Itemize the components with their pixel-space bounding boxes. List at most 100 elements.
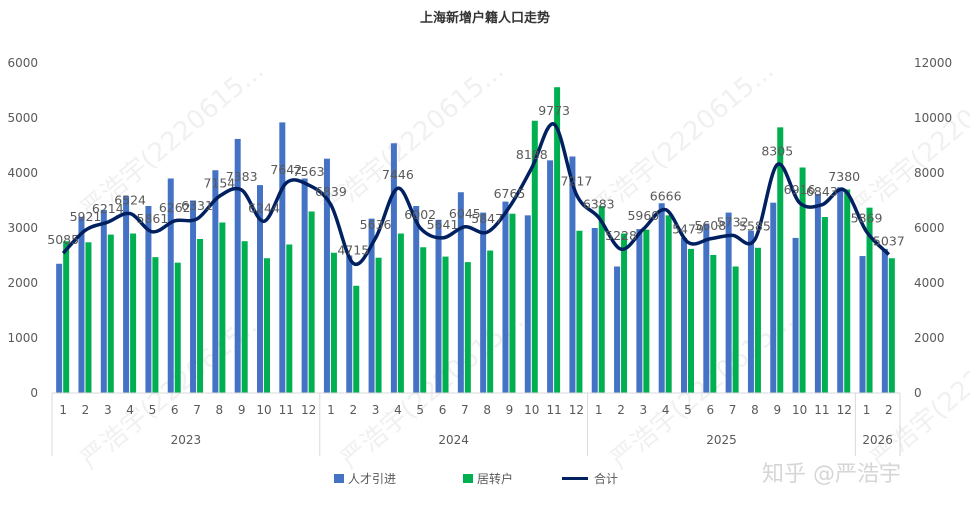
bar-residence-transfer xyxy=(197,239,204,393)
x-tick-label: 6 xyxy=(706,403,714,417)
total-data-label: 6331 xyxy=(181,198,213,213)
x-tick-label: 3 xyxy=(640,403,648,417)
bar-residence-transfer xyxy=(353,285,360,393)
watermark-text: 严浩宇(2220615... xyxy=(335,305,530,475)
x-tick-label: 9 xyxy=(506,403,514,417)
total-data-label: 5608 xyxy=(694,218,726,233)
x-tick-label: 1 xyxy=(595,403,603,417)
bar-talent xyxy=(167,178,174,393)
bar-talent xyxy=(480,212,487,393)
total-data-label: 7642 xyxy=(270,162,302,177)
y-right-tick-label: 0 xyxy=(914,386,922,400)
bar-talent xyxy=(681,237,687,393)
y-right-tick-label: 2000 xyxy=(914,331,945,345)
x-tick-label: 10 xyxy=(524,403,539,417)
bar-residence-transfer xyxy=(598,206,605,393)
legend-label: 居转户 xyxy=(477,471,513,486)
y-left-tick-label: 4000 xyxy=(7,166,38,180)
y-right-tick-label: 12000 xyxy=(914,56,952,70)
total-data-label: 7446 xyxy=(382,167,414,182)
watermark-text: 严浩宇(2220615... xyxy=(845,55,970,225)
total-data-label: 5636 xyxy=(360,217,392,232)
x-tick-label: 8 xyxy=(483,403,491,417)
bar-residence-transfer xyxy=(821,217,828,393)
total-data-label: 9773 xyxy=(538,103,570,118)
bar-residence-transfer xyxy=(888,258,895,393)
x-tick-label: 8 xyxy=(751,403,759,417)
bar-talent xyxy=(814,193,821,393)
bar-talent xyxy=(837,187,844,393)
total-data-label: 5085 xyxy=(47,232,79,247)
x-tick-label: 2 xyxy=(885,403,893,417)
bar-talent xyxy=(56,263,63,393)
total-data-label: 6244 xyxy=(248,200,280,215)
bar-residence-transfer xyxy=(107,234,114,393)
legend-label: 人才引进 xyxy=(348,472,396,486)
x-tick-label: 5 xyxy=(416,403,424,417)
total-data-label: 6843 xyxy=(806,184,838,199)
x-tick-label: 12 xyxy=(301,403,316,417)
x-tick-label: 2 xyxy=(82,403,90,417)
x-tick-label: 11 xyxy=(814,403,829,417)
total-data-label: 5847 xyxy=(471,211,503,226)
total-data-label: 6765 xyxy=(494,186,526,201)
x-tick-label: 9 xyxy=(773,403,781,417)
y-left-tick-label: 6000 xyxy=(7,56,38,70)
bar-residence-transfer xyxy=(264,258,270,393)
x-group-label: 2025 xyxy=(706,433,737,447)
x-tick-label: 2 xyxy=(349,403,357,417)
bar-talent xyxy=(636,229,643,393)
bar-talent xyxy=(145,206,152,393)
bar-talent xyxy=(569,156,576,393)
bar-talent xyxy=(457,192,464,393)
total-data-label: 8305 xyxy=(761,144,793,159)
x-tick-label: 1 xyxy=(863,403,871,417)
legend: 人才引进 居转户 合计 xyxy=(334,471,618,486)
bar-talent xyxy=(658,203,665,393)
x-tick-label: 5 xyxy=(149,403,157,417)
bar-talent xyxy=(301,178,308,393)
x-tick-label: 11 xyxy=(546,403,561,417)
bar-talent xyxy=(614,266,621,393)
bar-residence-transfer xyxy=(866,207,873,393)
x-tick-label: 3 xyxy=(372,403,380,417)
bar-residence-transfer xyxy=(85,242,92,393)
bar-residence-transfer xyxy=(286,244,293,393)
y-left-tick-label: 2000 xyxy=(7,276,38,290)
total-data-label: 6524 xyxy=(114,193,146,208)
bar-residence-transfer xyxy=(442,256,449,393)
x-tick-label: 7 xyxy=(461,403,469,417)
bar-talent xyxy=(703,223,710,393)
bar-talent xyxy=(881,248,888,393)
x-tick-label: 12 xyxy=(837,403,852,417)
watermark-brand: 知乎 @严浩宇 xyxy=(762,462,901,487)
x-tick-label: 1 xyxy=(327,403,335,417)
bar-talent xyxy=(792,237,799,393)
bar-talent xyxy=(747,230,754,393)
x-tick-label: 5 xyxy=(684,403,692,417)
y-left-tick-label: 3000 xyxy=(7,221,38,235)
bar-residence-transfer xyxy=(777,127,784,393)
total-data-label: 7217 xyxy=(561,174,593,189)
total-data-label: 6916 xyxy=(784,182,816,197)
bar-talent xyxy=(190,200,197,393)
y-right-tick-label: 8000 xyxy=(914,166,945,180)
x-tick-label: 12 xyxy=(569,403,584,417)
bar-residence-transfer xyxy=(754,247,761,393)
bar-residence-transfer xyxy=(487,250,494,393)
total-data-label: 7383 xyxy=(226,169,258,184)
line-series xyxy=(61,122,891,267)
y-left-tick-label: 0 xyxy=(30,386,38,400)
bar-talent xyxy=(346,255,353,393)
x-group-label: 2024 xyxy=(438,433,469,447)
bar-residence-transfer xyxy=(308,211,315,393)
total-data-label: 5228 xyxy=(605,228,637,243)
bar-residence-transfer xyxy=(665,215,672,393)
bar-talent xyxy=(725,212,732,393)
y-left-tick-label: 5000 xyxy=(7,111,38,125)
bar-residence-transfer xyxy=(643,229,650,393)
bar-talent xyxy=(323,158,330,393)
x-tick-label: 9 xyxy=(238,403,246,417)
